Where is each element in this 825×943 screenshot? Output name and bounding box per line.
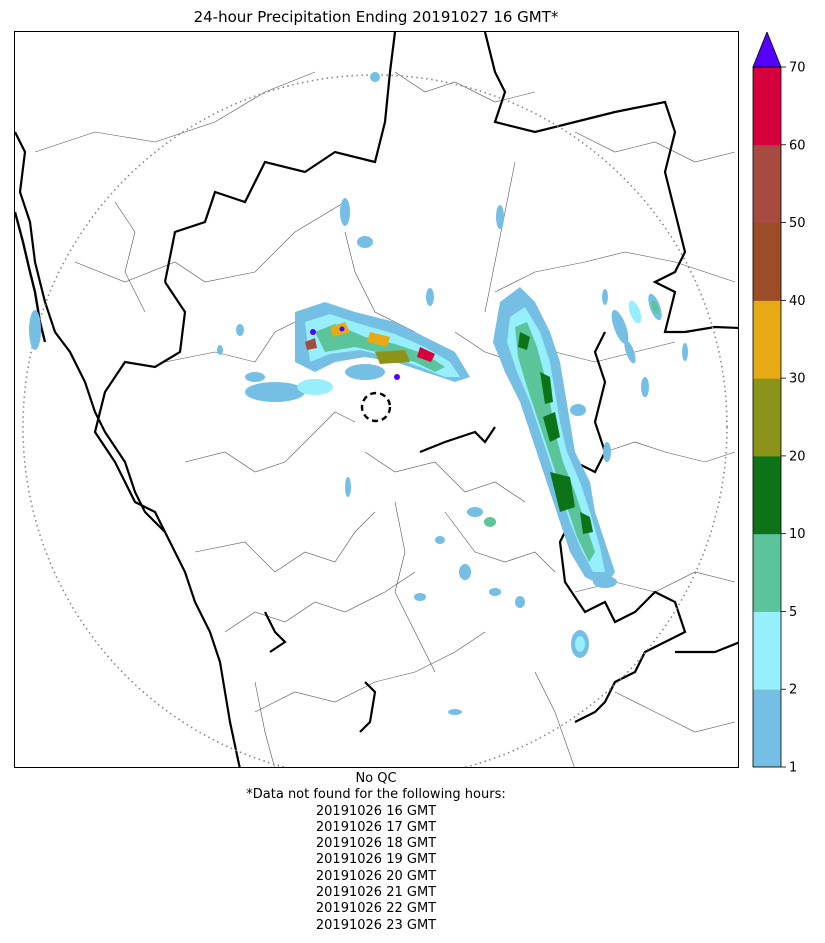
- qc-note: No QC: [355, 771, 397, 786]
- colorbar-segment: [753, 455, 781, 535]
- colorbar-tick-label: 60: [789, 138, 806, 153]
- missing-hour: 20191026 18 GMT: [315, 836, 437, 852]
- colorbar: 1 2 5 10 20 30 40 50 60 70: [752, 32, 806, 773]
- colorbar-segment: [753, 144, 781, 224]
- colorbar-segment: [753, 67, 781, 146]
- colorbar-segment: [753, 689, 781, 768]
- missing-hour: 20191026 17 GMT: [315, 819, 437, 835]
- district-borders: [34, 71, 736, 767]
- colorbar-tick-label: 2: [789, 683, 797, 698]
- state-borders: [15, 32, 738, 767]
- map-panel: [14, 31, 739, 768]
- missing-hour: 20191026 19 GMT: [315, 852, 437, 868]
- missing-hour: 20191026 22 GMT: [315, 901, 437, 917]
- notes: No QC *Data not found for the following …: [0, 771, 752, 934]
- missing-data-header: *Data not found for the following hours:: [246, 787, 506, 803]
- colorbar-frame: [752, 66, 782, 768]
- missing-hour: 20191026 16 GMT: [315, 803, 437, 819]
- radar-site-ring: [360, 391, 392, 423]
- colorbar-tick-label: 1: [789, 761, 797, 773]
- colorbar-tick-label: 20: [789, 449, 806, 464]
- colorbar-segment: [753, 611, 781, 690]
- colorbar-segment: [753, 222, 781, 301]
- colorbar-tick-label: 5: [789, 605, 797, 620]
- colorbar-segment: [753, 533, 781, 612]
- missing-hour: 20191026 20 GMT: [315, 868, 437, 884]
- colorbar-segment: [753, 300, 781, 379]
- colorbar-segments: [753, 67, 781, 768]
- colorbar-tick-label: 10: [789, 527, 806, 542]
- colorbar-tick-label: 50: [789, 216, 806, 231]
- colorbar-extend-arrow: [752, 32, 782, 68]
- precipitation-field: [29, 72, 688, 715]
- radar-range-ring: [22, 74, 728, 767]
- colorbar-tick-label: 30: [789, 372, 806, 387]
- map-canvas: [15, 32, 738, 767]
- chart-title: 24-hour Precipitation Ending 20191027 16…: [193, 8, 559, 26]
- missing-hour: 20191026 23 GMT: [315, 917, 437, 933]
- colorbar-segment: [753, 378, 781, 457]
- colorbar-tick-label: 40: [789, 294, 806, 309]
- colorbar-tick-label: 70: [789, 61, 806, 76]
- missing-hour: 20191026 21 GMT: [315, 885, 437, 901]
- colorbar-ticks: 1 2 5 10 20 30 40 50 60 70: [781, 61, 806, 773]
